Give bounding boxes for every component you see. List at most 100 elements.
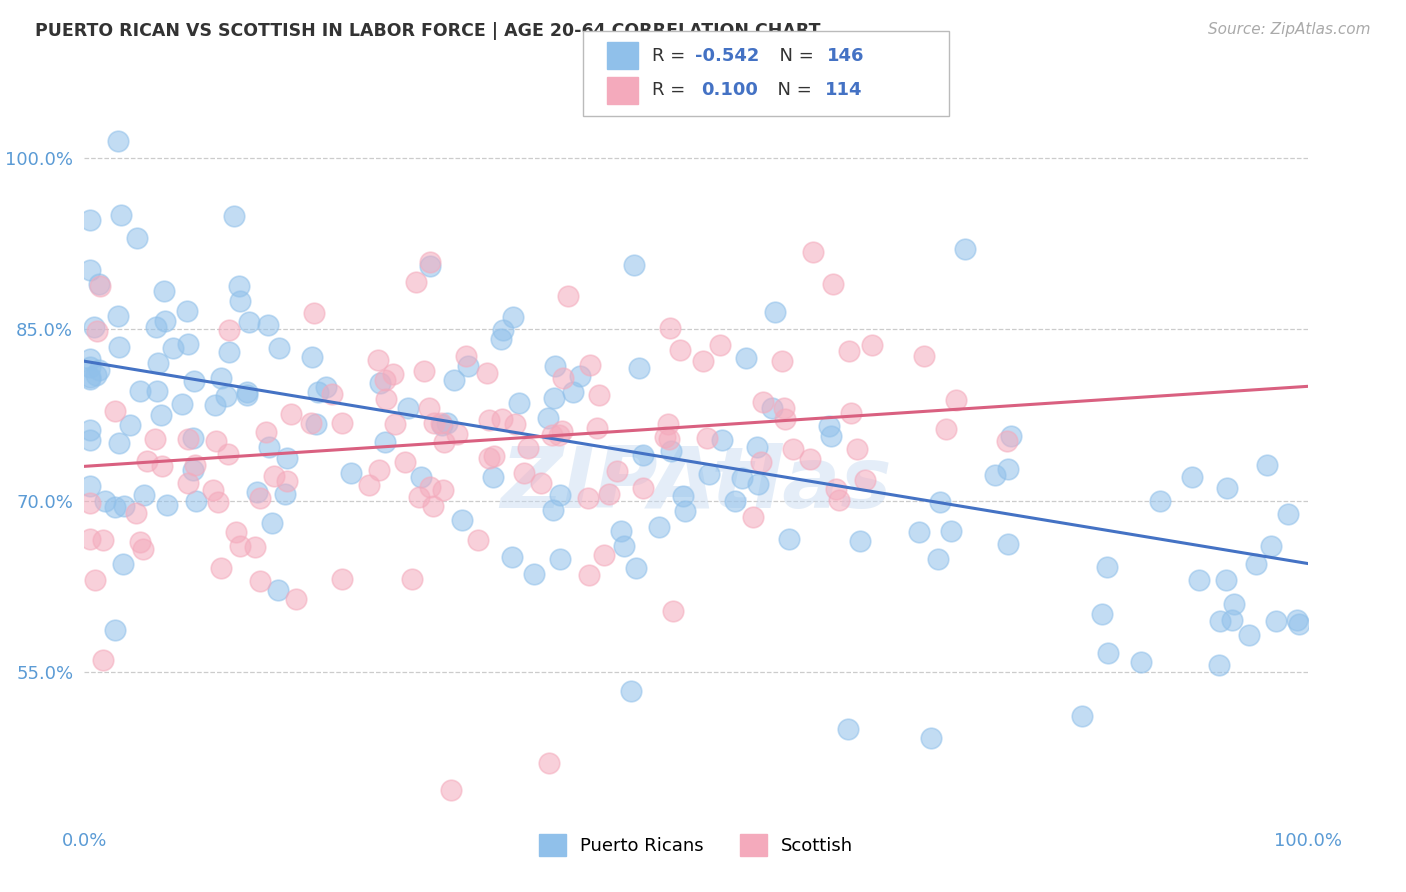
Point bbox=[87, 362, 110, 376]
Point bbox=[419, 254, 441, 268]
Point bbox=[108, 435, 131, 450]
Point bbox=[423, 417, 446, 431]
Point bbox=[945, 393, 967, 408]
Point bbox=[1286, 613, 1309, 627]
Point bbox=[222, 209, 245, 223]
Point bbox=[578, 359, 600, 373]
Point bbox=[1095, 560, 1118, 574]
Point bbox=[285, 591, 308, 606]
Point bbox=[225, 524, 247, 539]
Point bbox=[669, 343, 692, 358]
Point bbox=[257, 440, 280, 454]
Point bbox=[94, 494, 117, 508]
Text: 146: 146 bbox=[827, 47, 865, 65]
Point bbox=[84, 368, 107, 382]
Point bbox=[778, 532, 800, 546]
Point bbox=[91, 533, 114, 548]
Point bbox=[229, 539, 252, 553]
Point bbox=[606, 464, 628, 478]
Point bbox=[401, 572, 423, 586]
Point bbox=[1220, 613, 1243, 627]
Point bbox=[79, 496, 101, 510]
Point bbox=[419, 481, 441, 495]
Point bbox=[181, 431, 204, 445]
Point bbox=[492, 323, 515, 337]
Point bbox=[368, 463, 391, 477]
Point bbox=[405, 275, 427, 289]
Point bbox=[374, 373, 396, 387]
Point bbox=[593, 548, 616, 562]
Point bbox=[207, 495, 229, 509]
Point bbox=[855, 473, 877, 487]
Point bbox=[569, 368, 592, 383]
Point bbox=[104, 624, 127, 638]
Point bbox=[276, 475, 298, 489]
Point bbox=[432, 483, 454, 497]
Point bbox=[340, 466, 363, 480]
Point bbox=[262, 516, 284, 531]
Point bbox=[672, 489, 695, 503]
Point bbox=[79, 433, 101, 447]
Point bbox=[841, 406, 863, 420]
Point bbox=[146, 384, 169, 398]
Point bbox=[541, 428, 564, 442]
Point bbox=[478, 413, 501, 427]
Legend: Puerto Ricans, Scottish: Puerto Ricans, Scottish bbox=[531, 826, 860, 863]
Point bbox=[93, 652, 115, 666]
Text: N =: N = bbox=[768, 47, 820, 65]
Point bbox=[761, 401, 783, 415]
Point bbox=[467, 533, 489, 547]
Point bbox=[1071, 709, 1094, 723]
Point bbox=[1181, 470, 1204, 484]
Point bbox=[837, 723, 859, 737]
Point bbox=[267, 583, 290, 598]
Point bbox=[79, 370, 101, 384]
Point bbox=[502, 310, 524, 325]
Point bbox=[939, 524, 962, 538]
Point bbox=[86, 324, 108, 338]
Point bbox=[1215, 573, 1237, 587]
Point bbox=[747, 477, 769, 491]
Point bbox=[912, 349, 935, 363]
Point bbox=[145, 319, 167, 334]
Point bbox=[1149, 494, 1171, 508]
Point bbox=[172, 397, 194, 411]
Point bbox=[177, 432, 200, 446]
Point bbox=[104, 500, 127, 514]
Point bbox=[548, 428, 571, 442]
Point bbox=[517, 442, 540, 456]
Point bbox=[1216, 481, 1239, 495]
Point bbox=[128, 384, 150, 398]
Point bbox=[845, 442, 868, 457]
Point bbox=[125, 230, 148, 244]
Point bbox=[155, 314, 177, 328]
Point bbox=[537, 411, 560, 425]
Point bbox=[422, 499, 444, 513]
Point bbox=[456, 349, 478, 363]
Point bbox=[228, 293, 250, 308]
Point bbox=[236, 388, 259, 402]
Point bbox=[1288, 617, 1310, 632]
Point bbox=[1187, 573, 1209, 587]
Point bbox=[1260, 539, 1282, 553]
Point bbox=[83, 319, 105, 334]
Point bbox=[79, 351, 101, 366]
Point bbox=[478, 450, 501, 465]
Point bbox=[825, 482, 848, 496]
Point bbox=[578, 567, 600, 582]
Point bbox=[79, 262, 101, 277]
Point bbox=[367, 353, 389, 368]
Point bbox=[443, 374, 465, 388]
Point bbox=[299, 416, 322, 430]
Point bbox=[828, 492, 851, 507]
Point bbox=[204, 398, 226, 412]
Point bbox=[849, 534, 872, 549]
Point bbox=[83, 573, 105, 587]
Point bbox=[543, 503, 565, 517]
Point bbox=[821, 277, 844, 292]
Point bbox=[523, 567, 546, 582]
Point bbox=[675, 504, 697, 518]
Point bbox=[238, 315, 260, 329]
Point bbox=[920, 731, 942, 745]
Point bbox=[491, 412, 513, 426]
